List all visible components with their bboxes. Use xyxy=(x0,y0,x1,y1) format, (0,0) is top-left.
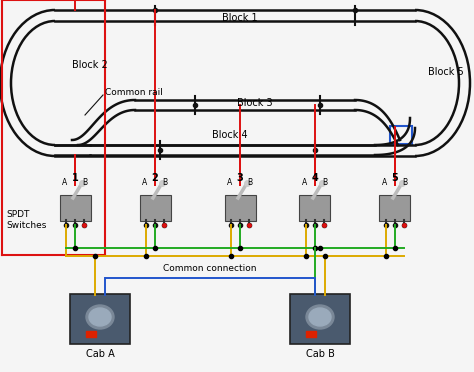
Text: A: A xyxy=(142,178,147,187)
Text: Block 5: Block 5 xyxy=(428,67,464,77)
Ellipse shape xyxy=(86,305,114,329)
Text: A: A xyxy=(63,178,68,187)
Text: Block 1: Block 1 xyxy=(222,13,258,23)
FancyBboxPatch shape xyxy=(300,195,330,221)
FancyBboxPatch shape xyxy=(290,294,350,344)
Bar xyxy=(86,331,96,337)
Text: Common rail: Common rail xyxy=(105,87,163,96)
Text: 4: 4 xyxy=(311,173,319,183)
Text: B: B xyxy=(247,178,253,187)
FancyBboxPatch shape xyxy=(70,294,130,344)
FancyBboxPatch shape xyxy=(380,195,410,221)
Ellipse shape xyxy=(89,308,111,326)
Text: B: B xyxy=(322,178,328,187)
FancyBboxPatch shape xyxy=(139,195,171,221)
Text: SPDT
Switches: SPDT Switches xyxy=(6,209,46,230)
Text: A: A xyxy=(383,178,388,187)
Text: 2: 2 xyxy=(152,173,158,183)
Bar xyxy=(306,331,316,337)
Ellipse shape xyxy=(309,308,331,326)
Text: Common connection: Common connection xyxy=(163,264,257,273)
Text: Block 4: Block 4 xyxy=(212,130,248,140)
Text: Block 2: Block 2 xyxy=(72,60,108,70)
Text: B: B xyxy=(163,178,168,187)
Text: Cab A: Cab A xyxy=(86,349,114,359)
Text: B: B xyxy=(402,178,408,187)
Ellipse shape xyxy=(306,305,334,329)
Text: A: A xyxy=(228,178,233,187)
Text: Cab B: Cab B xyxy=(306,349,335,359)
Text: A: A xyxy=(302,178,308,187)
FancyBboxPatch shape xyxy=(225,195,255,221)
Text: 1: 1 xyxy=(72,173,78,183)
Text: B: B xyxy=(82,178,88,187)
FancyBboxPatch shape xyxy=(60,195,91,221)
Text: 3: 3 xyxy=(237,173,243,183)
Bar xyxy=(390,126,412,144)
Text: 5: 5 xyxy=(392,173,398,183)
Text: Block 3: Block 3 xyxy=(237,98,273,108)
